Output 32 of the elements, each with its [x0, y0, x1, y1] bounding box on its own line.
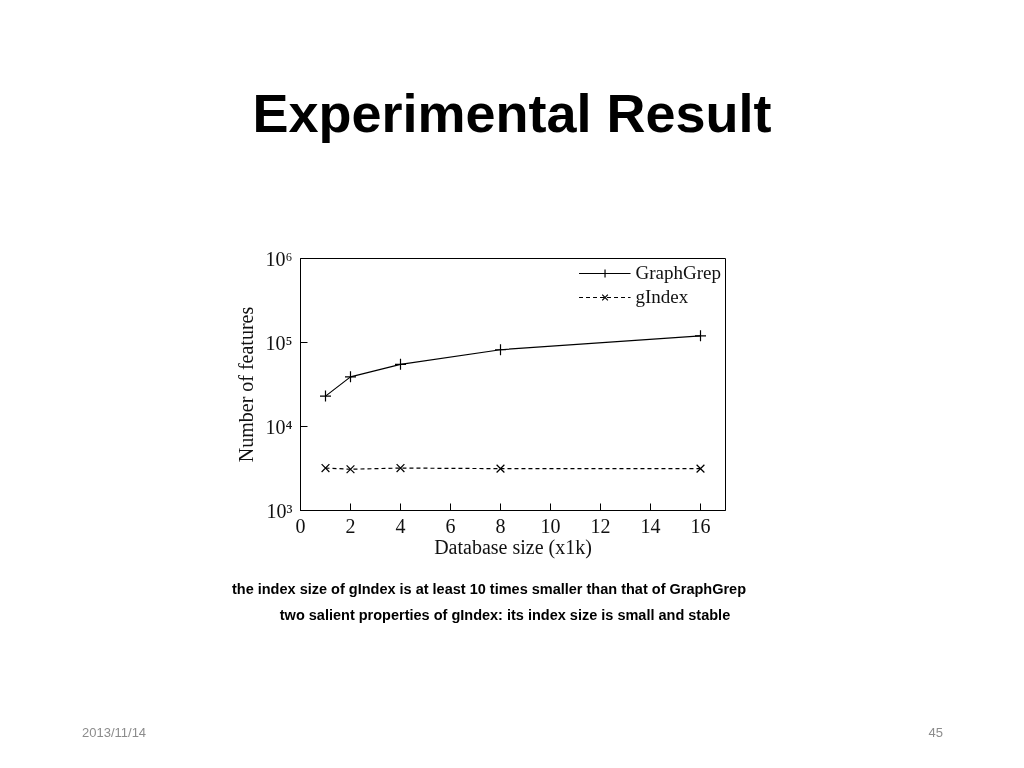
y-tick-label: 10⁶ [265, 247, 293, 270]
x-tick-label: 8 [495, 514, 506, 537]
x-tick-label: 14 [640, 514, 661, 537]
point [694, 329, 707, 342]
legend-label: GraphGrep [635, 262, 721, 284]
x-tick-label: 16 [690, 514, 711, 537]
text: 45 [927, 724, 943, 742]
point [321, 463, 330, 473]
point [496, 464, 505, 474]
point [319, 390, 332, 403]
text: 2013/11/14 [82, 724, 148, 742]
chart-title: Experimental Result [251, 82, 773, 144]
y-tick-label: 10⁵ [265, 331, 293, 354]
point [394, 358, 407, 371]
point [396, 463, 405, 473]
y-tick-label: 10⁴ [265, 415, 293, 438]
y-tick-label: 10³ [266, 499, 293, 522]
x-tick-label: 0 [295, 514, 306, 537]
y-axis-title: Number of features [234, 306, 257, 463]
text: two salient properties of gIndex: its index size is small and stable [278, 606, 732, 625]
legend-label: gIndex [635, 286, 689, 308]
x-tick-label: 6 [445, 514, 456, 537]
x-tick-label: 2 [345, 514, 356, 537]
point [346, 464, 355, 474]
point [696, 464, 705, 474]
text: the index size of gIndex is at least 10 times smaller than that of GraphGrep [230, 580, 748, 599]
x-tick-label: 10 [540, 514, 561, 537]
x-tick-label: 4 [395, 514, 406, 537]
point [344, 370, 357, 383]
point [494, 343, 507, 356]
x-tick-label: 12 [590, 514, 611, 537]
x-axis-title: Database size (x1k) [434, 535, 592, 559]
